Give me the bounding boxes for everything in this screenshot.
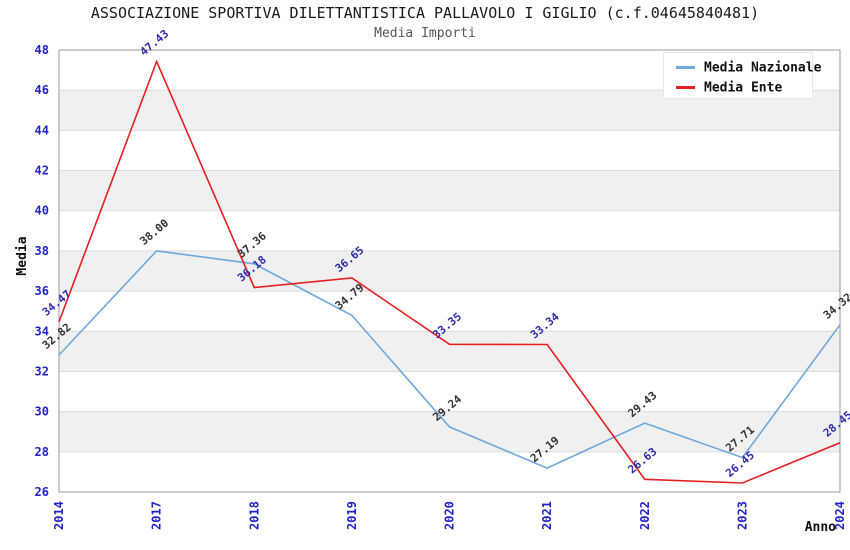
data-point-label: 38.00 xyxy=(138,217,172,248)
plot-border xyxy=(58,49,841,493)
chart-title: ASSOCIAZIONE SPORTIVA DILETTANTISTICA PA… xyxy=(90,4,760,22)
y-tick-label: 48 xyxy=(35,43,49,57)
x-tick-label: 2022 xyxy=(638,501,652,530)
y-tick-label: 44 xyxy=(35,123,49,137)
x-tick-label: 2014 xyxy=(52,501,66,530)
y-tick-label: 34 xyxy=(35,324,49,338)
x-axis-title: Anno xyxy=(805,520,836,535)
x-tick-label: 2020 xyxy=(443,501,457,530)
y-axis-title: Media xyxy=(15,236,30,275)
y-tick-label: 28 xyxy=(35,445,49,459)
legend-label-media-nazionale: Media Nazionale xyxy=(704,60,822,76)
x-tick-label: 2021 xyxy=(540,501,554,530)
x-tick-label: 2018 xyxy=(247,501,261,530)
chart-subtitle: Media Importi xyxy=(374,26,476,41)
y-tick-label: 26 xyxy=(35,485,49,499)
x-tick-label: 2017 xyxy=(150,501,164,530)
y-tick-label: 36 xyxy=(35,284,49,298)
legend-swatch-media-ente-icon xyxy=(676,85,695,89)
grid-band xyxy=(59,411,840,452)
y-tick-label: 32 xyxy=(35,364,49,378)
x-tick-label: 2019 xyxy=(345,501,359,530)
data-point-label: 34.32 xyxy=(821,291,850,322)
x-tick-label: 2024 xyxy=(833,501,847,530)
data-point-label: 47.43 xyxy=(138,27,172,58)
legend-swatch-media-nazionale-icon xyxy=(676,65,695,69)
grid-band xyxy=(59,331,840,372)
legend-item-media-ente: Media Ente xyxy=(676,78,812,98)
y-tick-label: 40 xyxy=(35,204,49,218)
series-line-media-ente xyxy=(58,59,841,484)
chart-legend: Media Nazionale Media Ente xyxy=(663,52,821,99)
y-tick-label: 38 xyxy=(35,244,49,258)
legend-item-media-nazionale: Media Nazionale xyxy=(676,58,821,78)
y-tick-label: 42 xyxy=(35,164,49,178)
y-tick-label: 46 xyxy=(35,83,49,97)
series-line-media-nazionale xyxy=(58,250,841,469)
x-tick-label: 2023 xyxy=(735,501,749,530)
legend-label-media-ente: Media Ente xyxy=(704,80,783,96)
grid-band xyxy=(59,250,840,292)
grid-band xyxy=(59,170,840,211)
y-tick-label: 30 xyxy=(35,405,49,419)
